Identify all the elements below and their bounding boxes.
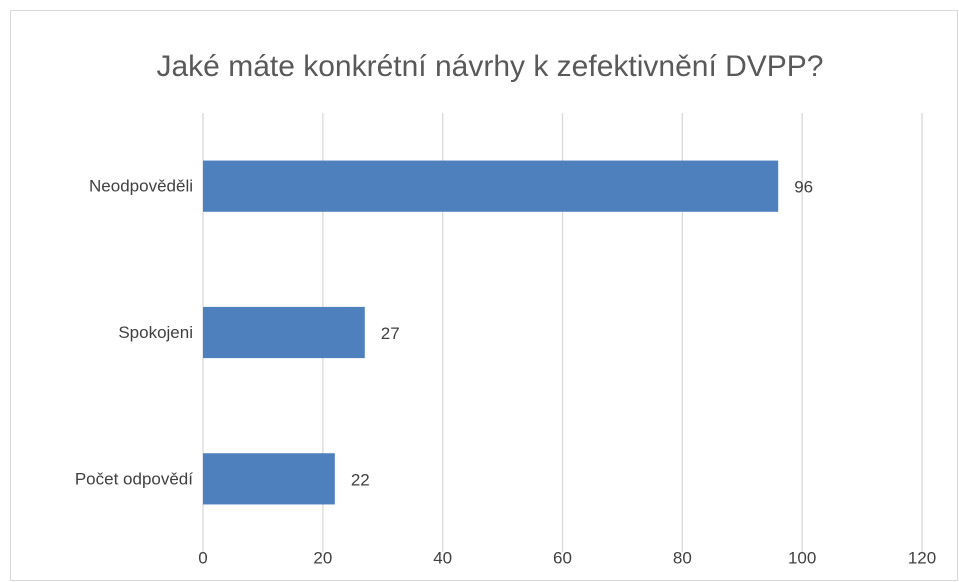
- data-label: 96: [794, 178, 813, 197]
- chart-border: [10, 10, 958, 581]
- chart-title: Jaké máte konkrétní návrhy k zefektivněn…: [157, 50, 824, 83]
- x-tick-label: 100: [788, 548, 816, 567]
- x-tick-label: 120: [908, 548, 936, 567]
- x-tick-label: 40: [433, 548, 452, 567]
- bar: [203, 160, 779, 212]
- x-tick-label: 80: [673, 548, 692, 567]
- y-tick-label: Počet odpovědí: [75, 469, 193, 488]
- bar: [203, 453, 335, 505]
- y-tick-label: Neodpověděli: [89, 177, 193, 196]
- bar: [203, 306, 365, 359]
- x-tick-label: 0: [198, 548, 207, 567]
- y-tick-label: Spokojeni: [118, 323, 193, 342]
- data-label: 22: [351, 470, 370, 489]
- data-label: 27: [381, 324, 400, 343]
- x-tick-label: 20: [313, 548, 332, 567]
- x-tick-label: 60: [553, 548, 572, 567]
